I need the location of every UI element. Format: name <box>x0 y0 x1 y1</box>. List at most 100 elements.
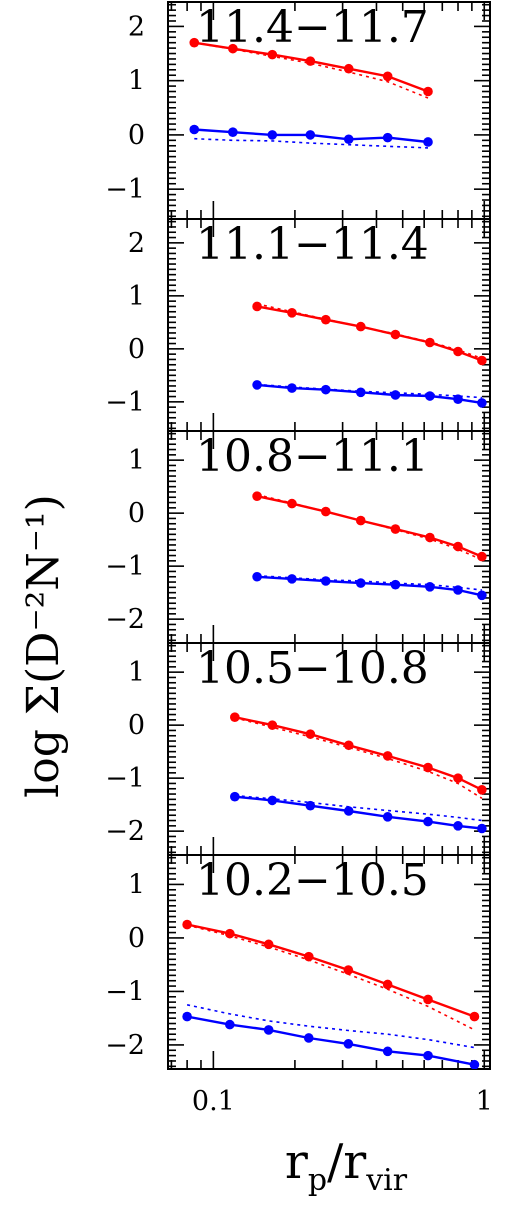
red-data-point <box>252 301 262 312</box>
panel-label: 10.8−11.1 <box>196 431 429 482</box>
blue-series-line <box>234 795 483 830</box>
panel-label: 10.2−10.5 <box>196 855 429 906</box>
blue-data-point <box>267 795 278 806</box>
blue-data-point <box>305 130 316 140</box>
blue-dotted-line <box>194 137 429 149</box>
y-tick-label: −1 <box>105 763 145 794</box>
blue-data-point <box>225 1019 235 1030</box>
y-tick-label: −1 <box>105 976 145 1007</box>
red-data-point <box>382 71 393 82</box>
blue-data-point <box>423 1050 433 1061</box>
blue-data-point <box>390 579 401 590</box>
red-data-point <box>453 773 463 783</box>
blue-data-point <box>477 823 487 834</box>
red-data-point <box>182 919 192 930</box>
blue-data-point <box>343 806 354 816</box>
blue-data-point <box>382 132 393 143</box>
y-tick-label: −2 <box>105 1030 145 1061</box>
blue-data-point <box>477 398 487 408</box>
blue-data-point <box>230 791 240 802</box>
red-series-line <box>256 305 483 362</box>
red-data-point <box>425 532 435 543</box>
blue-data-point <box>320 576 331 586</box>
blue-dotted-line <box>257 383 482 399</box>
red-data-point <box>263 939 274 950</box>
y-tick-label: 2 <box>128 228 145 259</box>
y-tick-label: 1 <box>128 869 145 900</box>
red-data-point <box>477 551 487 562</box>
red-series-line <box>234 716 483 791</box>
blue-data-point <box>303 1033 314 1043</box>
y-tick-label: 1 <box>128 445 145 476</box>
blue-data-point <box>320 384 331 395</box>
x-tick-labels: 0.1 1 <box>192 1086 493 1117</box>
y-tick-label: −1 <box>105 174 145 205</box>
red-data-point <box>230 712 240 722</box>
x-tick-label: 1 <box>476 1086 493 1117</box>
panel-series <box>252 301 487 408</box>
y-tick-label: 1 <box>128 281 145 312</box>
red-dotted-line <box>186 924 475 1031</box>
blue-data-point <box>287 574 297 584</box>
y-axis-title: log Σ(D⁻²N⁻¹) <box>18 494 69 798</box>
red-data-point <box>477 785 487 795</box>
panel-1: 2 1 0 −1 11.4−11.7 <box>105 1 491 220</box>
blue-data-point <box>477 590 487 601</box>
red-data-point <box>423 86 433 97</box>
red-data-point <box>453 346 463 357</box>
red-dotted-line <box>194 41 429 99</box>
blue-data-point <box>343 1039 354 1049</box>
y-tick-label: 0 <box>128 923 145 954</box>
red-dotted-line <box>256 493 483 561</box>
blue-data-point <box>425 391 435 401</box>
blue-dotted-line <box>257 574 482 591</box>
red-data-point <box>423 994 433 1005</box>
panel-frame <box>167 854 491 1070</box>
y-tick-label: 0 <box>128 498 145 529</box>
blue-data-point <box>252 571 262 582</box>
blue-data-point <box>355 578 366 588</box>
blue-dotted-line <box>234 794 483 822</box>
blue-data-point <box>425 582 435 592</box>
blue-data-point <box>263 1025 274 1035</box>
panel-series <box>230 712 487 834</box>
panel-series <box>252 491 487 601</box>
red-data-point <box>382 979 393 990</box>
panel-series <box>182 919 480 1069</box>
y-tick-label: 1 <box>128 657 145 688</box>
blue-data-point <box>355 387 366 398</box>
blue-series-line <box>186 1015 475 1066</box>
blue-data-point <box>189 124 200 135</box>
red-data-point <box>252 491 262 501</box>
x-tick-label: 0.1 <box>192 1086 235 1117</box>
blue-data-point <box>343 134 354 145</box>
red-series-line <box>256 495 483 558</box>
y-tick-label: −2 <box>105 604 145 635</box>
red-data-point <box>189 37 200 48</box>
y-tick-label: −1 <box>105 551 145 582</box>
blue-data-point <box>390 390 401 400</box>
red-series-line <box>186 923 475 1018</box>
red-data-point <box>303 951 314 962</box>
blue-dotted-line <box>186 1004 475 1049</box>
red-data-point <box>287 308 297 318</box>
blue-data-point <box>382 1046 393 1057</box>
red-data-point <box>228 43 238 54</box>
x-axis-title: rp/rvir <box>285 1134 408 1198</box>
y-tick-label: 0 <box>128 120 145 151</box>
blue-data-point <box>423 137 433 147</box>
red-data-point <box>267 49 278 60</box>
y-tick-label: 0 <box>128 710 145 741</box>
y-tick-label: −1 <box>105 387 145 418</box>
panel-5: 1 0 −1 −2 10.2−10.5 <box>105 854 491 1070</box>
blue-data-point <box>287 383 297 393</box>
panel-3: 1 0 −1 −2 10.8−11.1 <box>105 430 491 644</box>
y-tick-label: 0 <box>128 334 145 365</box>
red-data-point <box>267 720 278 730</box>
panel-label: 10.5−10.8 <box>196 643 429 694</box>
red-data-point <box>469 1011 480 1022</box>
blue-data-point <box>469 1059 480 1069</box>
red-data-point <box>225 928 235 939</box>
blue-data-point <box>382 812 393 822</box>
